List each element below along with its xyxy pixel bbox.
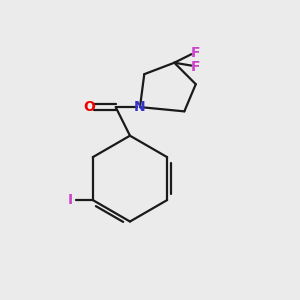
Text: F: F: [191, 60, 200, 74]
Text: O: O: [83, 100, 95, 114]
Text: F: F: [191, 46, 200, 60]
Text: I: I: [68, 193, 73, 207]
Text: N: N: [134, 100, 146, 114]
